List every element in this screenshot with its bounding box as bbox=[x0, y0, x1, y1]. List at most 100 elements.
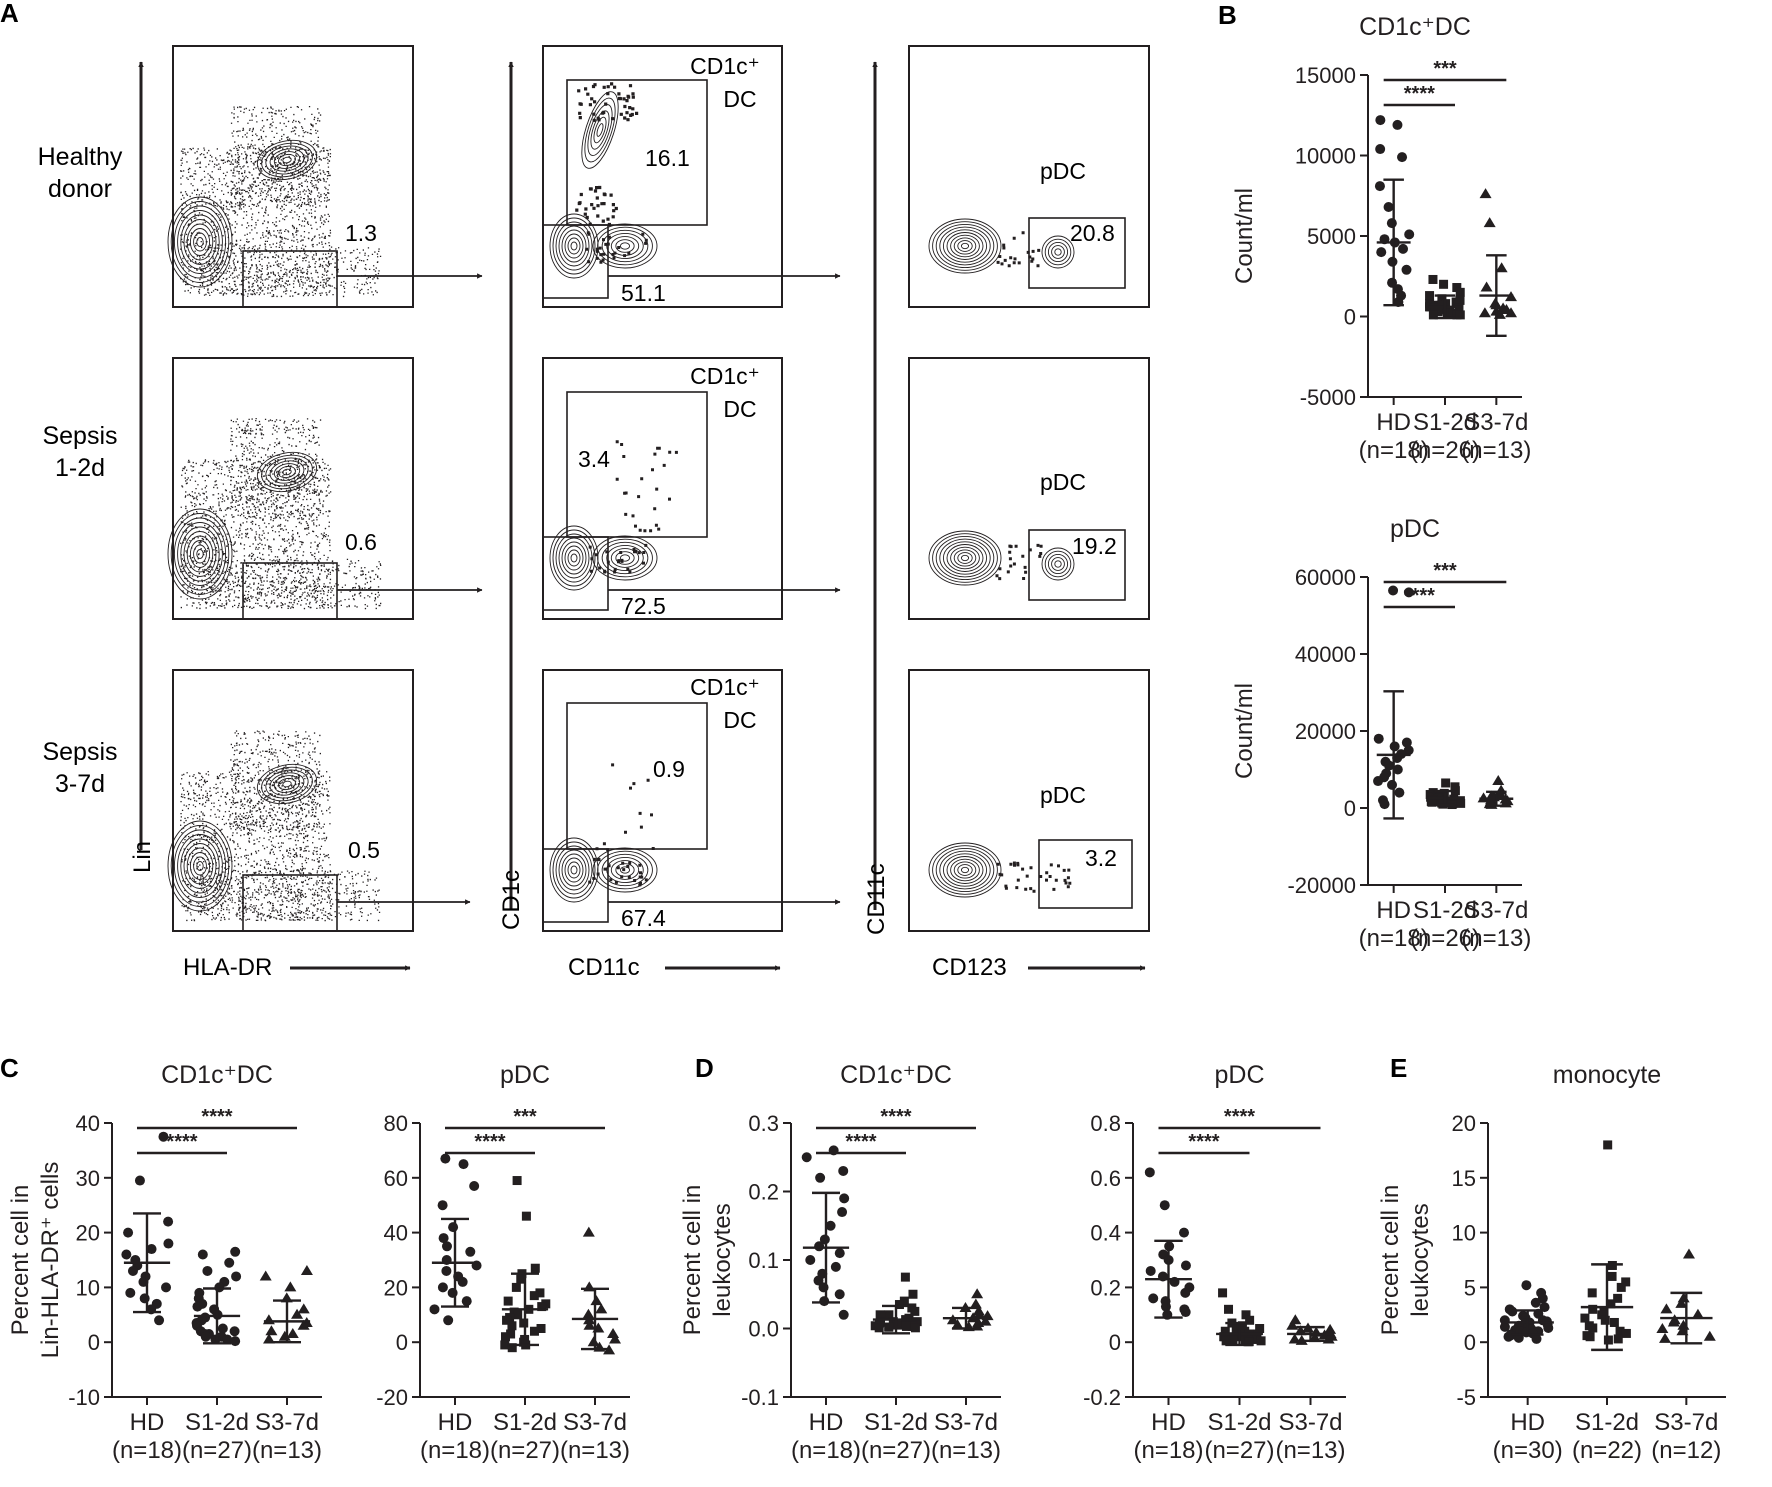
lin-neg-hladr-pos-gate bbox=[242, 874, 338, 932]
data-point bbox=[1241, 1310, 1251, 1320]
data-point bbox=[1375, 115, 1386, 126]
event-dots bbox=[180, 146, 332, 298]
contour-ring bbox=[596, 123, 604, 137]
contour-ring bbox=[269, 772, 305, 796]
row-label-sepsis-3-7d: Sepsis 3-7d bbox=[42, 738, 117, 798]
data-point bbox=[507, 1343, 517, 1353]
contour-ring bbox=[935, 535, 995, 581]
x-category-label: S1-2d bbox=[493, 1409, 557, 1436]
x-category-label: S3-7d bbox=[1464, 409, 1528, 436]
contour-ring bbox=[549, 837, 599, 903]
contour-ring bbox=[953, 237, 977, 255]
contour-ring bbox=[1044, 550, 1072, 578]
contour-ring bbox=[606, 544, 644, 572]
contour-ring bbox=[170, 513, 230, 595]
contour-ring bbox=[256, 763, 318, 805]
significance-label: **** bbox=[1224, 1106, 1255, 1128]
data-point bbox=[1450, 786, 1460, 796]
contour-ring bbox=[273, 463, 301, 481]
data-point bbox=[125, 1287, 136, 1298]
data-point bbox=[197, 1249, 208, 1260]
data-point bbox=[511, 1282, 521, 1292]
data-point bbox=[502, 1315, 512, 1325]
contour-ring bbox=[561, 853, 587, 887]
data-point bbox=[582, 1308, 595, 1319]
data-point bbox=[1387, 779, 1398, 790]
data-point bbox=[830, 1261, 841, 1272]
data-point bbox=[899, 1296, 909, 1306]
significance-label: **** bbox=[845, 1131, 876, 1153]
data-point bbox=[1703, 1330, 1716, 1341]
cd1c-negative-gate bbox=[542, 848, 609, 923]
data-point bbox=[1376, 247, 1387, 258]
data-point bbox=[537, 1302, 547, 1312]
x-category-label: S1-2d bbox=[1207, 1409, 1271, 1436]
data-point bbox=[1454, 303, 1464, 313]
x-category-label: HD bbox=[1376, 409, 1411, 436]
data-point bbox=[231, 1271, 242, 1282]
gate-label-pdc: pDC bbox=[1040, 469, 1086, 495]
contour-ring bbox=[167, 196, 233, 288]
data-point bbox=[437, 1200, 448, 1211]
gate-value: 0.5 bbox=[348, 837, 380, 863]
data-point bbox=[262, 1314, 275, 1325]
contour-ring bbox=[265, 457, 309, 487]
contour-ring bbox=[269, 148, 305, 172]
data-point bbox=[801, 1152, 812, 1163]
chart-title: CD1c⁺DC bbox=[1359, 13, 1471, 41]
contour-ring bbox=[552, 841, 596, 899]
data-point bbox=[834, 1248, 845, 1259]
x-category-label: S1-2d bbox=[1413, 897, 1477, 924]
data-point bbox=[1597, 1310, 1607, 1320]
data-point bbox=[1384, 760, 1395, 771]
contour-ring bbox=[193, 856, 207, 876]
data-point bbox=[1480, 281, 1493, 292]
data-point bbox=[224, 1257, 235, 1268]
flow-panel-cd11c-cd123-healthy bbox=[908, 45, 1150, 308]
contour-ring bbox=[170, 201, 230, 283]
contour-ring bbox=[960, 554, 970, 562]
contour-ring bbox=[555, 845, 593, 895]
data-point bbox=[971, 1288, 984, 1299]
data-point bbox=[1543, 1322, 1554, 1333]
x-category-count: (n=18) bbox=[1359, 925, 1429, 952]
event-dots bbox=[230, 730, 321, 831]
contour-ring bbox=[960, 866, 970, 874]
data-point bbox=[1478, 307, 1491, 318]
row-label-line: Healthy bbox=[38, 143, 123, 171]
contour-ring bbox=[619, 242, 631, 250]
contour-ring bbox=[939, 226, 991, 266]
y-tick-label: -5000 bbox=[1300, 385, 1356, 410]
data-point bbox=[603, 1344, 616, 1355]
data-point bbox=[163, 1216, 174, 1227]
data-point bbox=[900, 1272, 910, 1282]
contour-ring bbox=[1041, 235, 1075, 269]
data-point bbox=[1397, 152, 1408, 163]
contour-ring bbox=[1047, 553, 1069, 575]
data-point bbox=[1401, 737, 1412, 748]
data-point bbox=[1585, 1332, 1595, 1342]
data-point bbox=[1442, 308, 1452, 318]
event-dots bbox=[575, 185, 618, 227]
contour-ring bbox=[282, 468, 292, 476]
panel-letter-e: E bbox=[1390, 1053, 1407, 1083]
data-point bbox=[910, 1306, 920, 1316]
y-tick-label: 30 bbox=[76, 1166, 100, 1191]
dot-plot-B-cd1c: 15000 10000 5000 0 -5000 HD(n=18)S1-2d(n=26)S… bbox=[1231, 13, 1531, 464]
data-point bbox=[217, 1323, 228, 1334]
data-point bbox=[834, 1289, 845, 1300]
data-point bbox=[500, 1340, 510, 1350]
contour-ring bbox=[1054, 560, 1062, 568]
y-tick-label: -20 bbox=[376, 1385, 408, 1410]
data-point bbox=[1600, 1315, 1610, 1325]
x-category-label: HD bbox=[1376, 897, 1411, 924]
contour-ring bbox=[189, 540, 211, 568]
data-point bbox=[1455, 287, 1465, 297]
data-point bbox=[1251, 1334, 1261, 1344]
y-axis-label: Count/ml bbox=[1231, 683, 1258, 779]
data-point bbox=[230, 1246, 241, 1257]
data-point bbox=[469, 1181, 480, 1192]
contour-ring bbox=[193, 544, 207, 564]
contour-ring bbox=[278, 465, 296, 479]
contour-ring bbox=[570, 865, 578, 875]
